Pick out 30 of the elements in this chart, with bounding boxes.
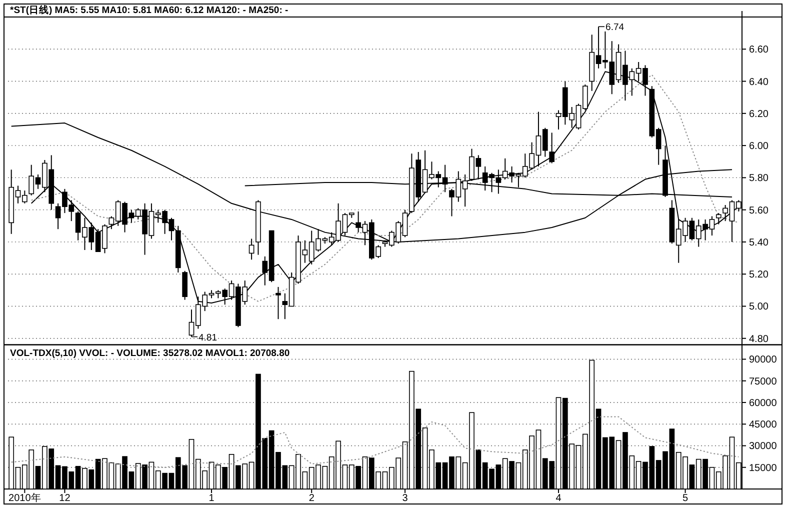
chart-title: *ST(日线) MA5: 5.55 MA10: 5.81 MA60: 6.12 MA120: - MA250: - [10, 4, 288, 16]
x-tick-label: 1 [208, 493, 215, 504]
y-tick-label: 5.00 [749, 302, 769, 313]
y-tick-label: 15000 [749, 462, 778, 474]
y-tick-label: 5.40 [749, 237, 769, 248]
y-tick-label: 5.60 [749, 205, 769, 216]
y-tick-label: 45000 [749, 420, 778, 431]
line-series [10, 416, 740, 468]
y-tick-label: 5.80 [749, 173, 769, 184]
y-tick-label: 6.60 [749, 44, 769, 56]
y-tick-label: 5.20 [749, 270, 769, 281]
x-tick-label: 3 [402, 493, 408, 504]
x-tick-label: 2 [308, 493, 315, 504]
y-tick-label: 6.00 [749, 141, 769, 152]
chart-title: VOL-TDX(5,10) VVOL: - VOLUME: 35278.02 MAVOL1: 20708.80 [10, 348, 290, 359]
y-tick-label: 6.40 [749, 76, 769, 88]
x-tick-label: 5 [682, 493, 688, 504]
y-tick-label: 6.20 [749, 108, 769, 120]
x-tick-label: 2010年 [8, 492, 41, 504]
y-tick-label: 4.80 [749, 334, 769, 345]
annotation: 4.81 [198, 332, 217, 344]
candlestick [248, 238, 254, 260]
y-tick-label: 30000 [749, 441, 778, 452]
x-tick-label: 12 [59, 493, 71, 504]
y-tick-label: 90000 [749, 354, 778, 366]
annotation: 6.74 [606, 22, 624, 34]
x-tick-label: 4 [556, 493, 562, 504]
y-tick-label: 75000 [749, 376, 778, 388]
candlestick [276, 286, 281, 320]
y-tick-label: 60000 [749, 398, 778, 409]
